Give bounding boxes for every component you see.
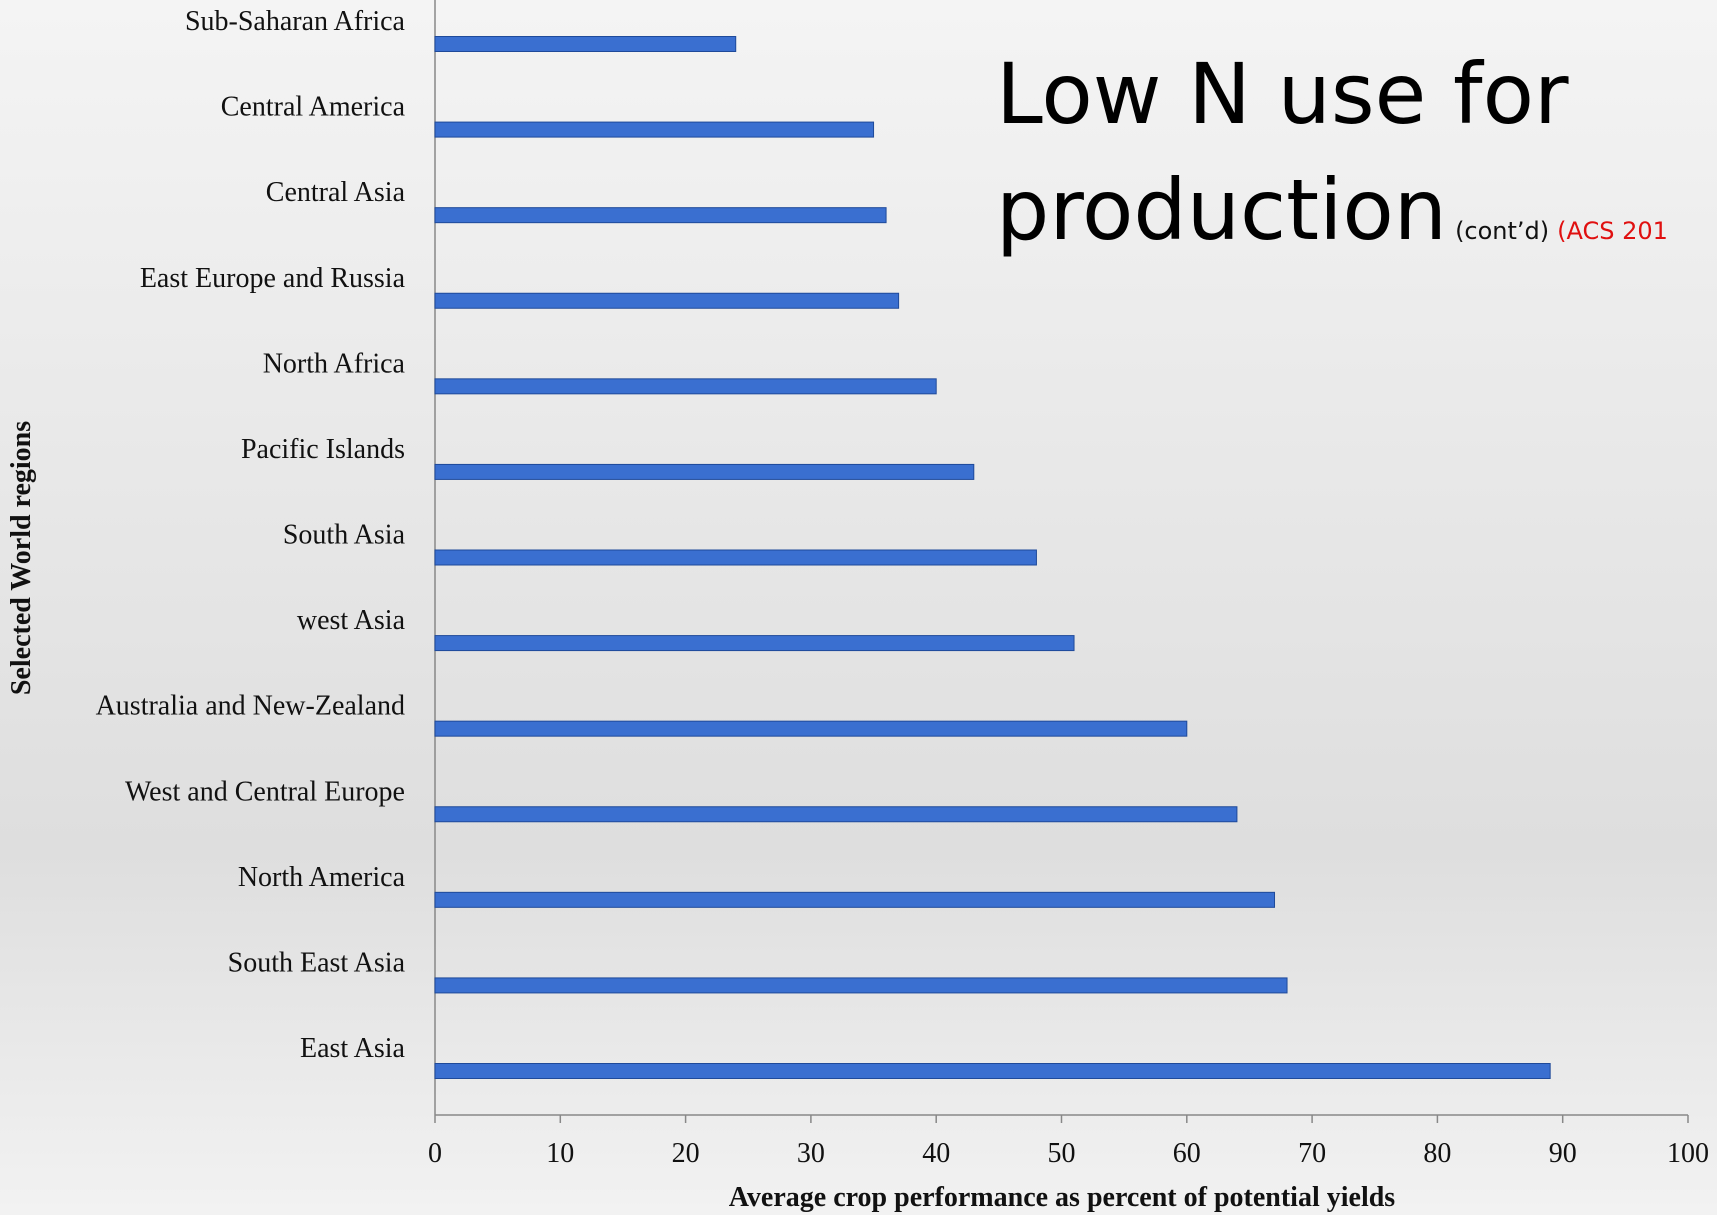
y-tick-label: East Europe and Russia [140,263,406,294]
x-tick-label: 20 [672,1138,700,1169]
bar [434,207,887,224]
chart-title: production [996,161,1447,259]
x-tick-label: 10 [546,1138,574,1169]
x-tick-label: 70 [1298,1138,1326,1169]
y-tick-label: East Asia [300,1033,406,1064]
bar [434,36,737,52]
bar [434,121,875,138]
y-tick-label: North Africa [263,348,406,379]
bar [434,1063,1551,1079]
y-tick-label: Sub-Saharan Africa [185,6,406,37]
x-tick-label: 90 [1549,1138,1577,1169]
x-tick-label: 100 [1667,1138,1709,1169]
chart-title: Low N use for [996,45,1569,143]
y-tick-label: Australia and New-Zealand [96,691,405,722]
y-tick-label: North America [238,862,406,893]
bar [434,977,1288,994]
x-tick-label: 80 [1423,1138,1451,1169]
y-tick-label: Central Asia [266,177,406,208]
bar [434,463,975,480]
bar [434,720,1188,737]
y-tick-label: South Asia [283,520,406,551]
bar [434,635,1075,652]
bar [434,292,900,309]
y-tick-label: West and Central Europe [125,776,405,807]
y-tick-label: Central America [221,92,406,123]
bar [434,891,1276,908]
y-tick-label: South East Asia [228,947,406,978]
bar [434,549,1037,566]
x-tick-label: 40 [922,1138,950,1169]
x-tick-label: 0 [428,1138,442,1169]
chart-subtitle: (cont’d) [1455,217,1549,245]
x-tick-label: 60 [1173,1138,1201,1169]
y-axis-label: Selected World regions [6,421,37,695]
bar [434,378,937,395]
x-tick-label: 50 [1048,1138,1076,1169]
y-tick-label: Pacific Islands [241,434,405,465]
y-tick-label: west Asia [297,605,406,636]
x-tick-label: 30 [797,1138,825,1169]
x-axis-label: Average crop performance as percent of p… [729,1182,1396,1213]
bar [434,806,1238,823]
source-note: (ACS 201 [1557,217,1668,245]
